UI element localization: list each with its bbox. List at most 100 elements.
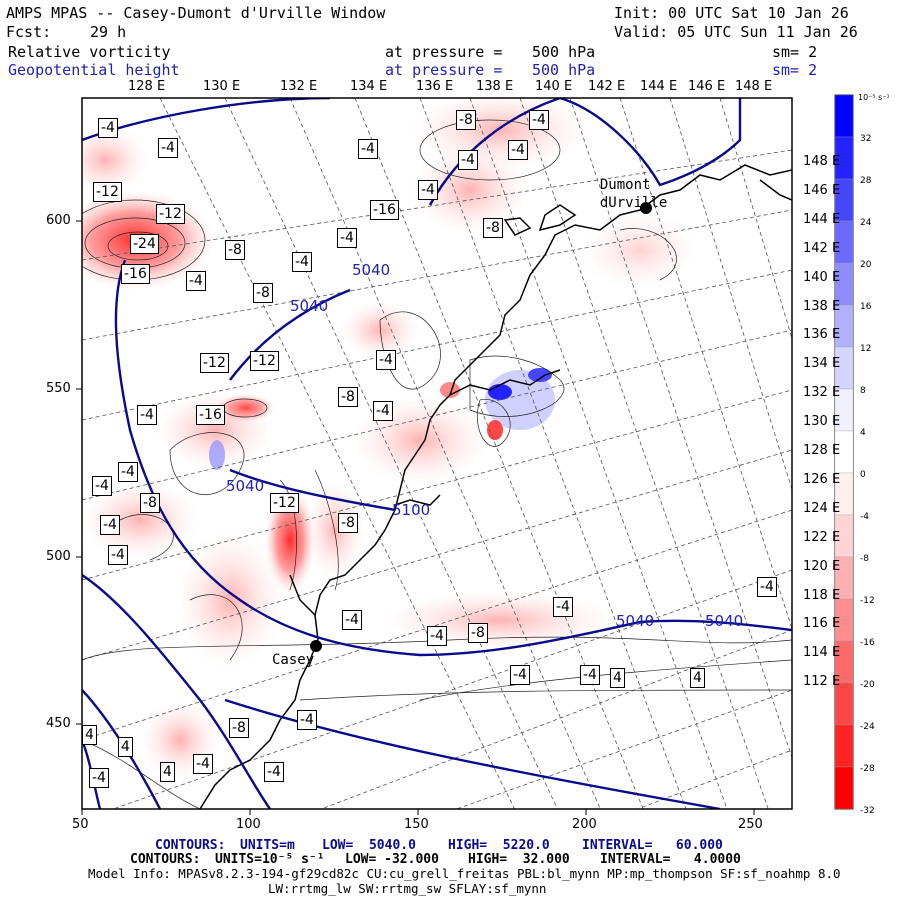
colorbar-label: 24 [860,218,872,228]
footer-height-high: HIGH= 5220.0 [448,838,550,853]
vorticity-label: -24 [130,234,159,254]
top-lon-label: 132 E [280,79,318,94]
x-tick-label: 50 [72,817,89,832]
top-lon-label: 138 E [476,79,514,94]
colorbar-label: -4 [860,512,869,522]
vorticity-label: -4 [580,665,600,685]
vorticity-label: -4 [529,110,549,130]
vorticity-label: -4 [118,462,138,482]
plot-title: AMPS MPAS -- Casey-Dumont d'Urville Wind… [6,4,386,22]
right-lon-label: 124 E [803,500,841,516]
vorticity-label: 4 [610,668,625,688]
height-contour-label: 5100 [392,501,431,519]
vorticity-label: -4 [186,271,206,291]
colorbar-label: 12 [860,344,871,354]
colorbar-label: -32 [860,806,875,816]
right-lon-label: 118 E [803,587,841,603]
right-lon-label: 126 E [803,471,841,487]
vorticity-label: -4 [418,180,438,200]
right-lon-label: 132 E [803,385,841,401]
footer-vort-label: CONTOURS: [130,852,201,867]
vorticity-label: -4 [458,150,478,170]
colorbar-label: 4 [860,428,866,438]
footer-vort-units: UNITS=10⁻⁵ s⁻¹ [215,852,325,867]
right-lon-label: 122 E [803,529,841,545]
vorticity-label: -4 [137,405,157,425]
vorticity-label: -4 [342,610,362,630]
footer-vort-high: HIGH= 32.000 [468,852,570,867]
height-contour-label: 5040 [290,297,329,315]
vorticity-label: -4 [373,401,393,421]
right-lon-label: 144 E [803,211,841,227]
colorbar: 32 28 24 20 16 12 8 4 0 -4 -8 -12 -16 -20 -24 -28 -32 10⁻… [834,93,890,816]
colorbar-unit: 10⁻⁵ s⁻¹ [858,93,890,102]
footer-height-units: UNITS=m [240,838,295,853]
vorticity-label: 4 [160,762,175,782]
vorticity-label: -12 [250,351,279,371]
coastline [199,164,792,809]
right-lon-label: 120 E [803,558,841,574]
field1-name: Relative vorticity [8,43,171,61]
vorticity-label: -4 [297,710,317,730]
vorticity-label: -16 [121,264,150,284]
top-lon-label: 144 E [640,79,678,94]
plot-frame [81,97,793,810]
top-lon-label: 130 E [203,79,241,94]
vorticity-label: -4 [158,138,178,158]
vorticity-label: -4 [757,577,777,597]
vorticity-label: -4 [89,768,109,788]
colorbar-label: -24 [860,722,875,732]
y-axis-ticks [76,220,82,725]
right-lon-label: 146 E [803,182,841,198]
top-lon-label: 148 E [735,79,773,94]
colorbar-label: 0 [860,470,866,480]
vorticity-label: -12 [93,182,122,202]
x-axis-ticks [81,809,755,815]
right-lon-label: 136 E [803,327,841,343]
vorticity-label: -8 [229,718,249,738]
top-lon-label: 136 E [416,79,454,94]
vorticity-label: -4 [376,350,396,370]
footer-height-interval: INTERVAL= 60.000 [582,838,723,853]
vorticity-label: -4 [508,140,528,160]
vorticity-label: -8 [253,283,273,303]
vorticity-label: -4 [193,754,213,774]
footer-vort-low: LOW= -32.000 [345,852,439,867]
valid-time: Valid: 05 UTC Sun 11 Jan 26 [614,23,858,41]
vorticity-label: -8 [456,110,476,130]
vorticity-label: -8 [338,387,358,407]
right-lon-label: 134 E [803,356,841,372]
top-lon-label: 134 E [350,79,388,94]
height-contour-label: 5040 [705,612,744,630]
right-lon-label: 114 E [803,645,841,661]
x-tick-label: 200 [572,817,597,832]
station-label-casey: Casey [272,652,315,668]
colorbar-label: 20 [860,260,872,270]
vorticity-label: -8 [225,240,245,260]
right-lon-label: 142 E [803,240,841,256]
x-tick-label: 250 [738,817,763,832]
vorticity-label: -8 [483,218,503,238]
footer-height-low: LOW= 5040.0 [322,838,416,853]
vorticity-label: -4 [358,139,378,159]
field1-smooth: sm= 2 [772,43,818,61]
top-lon-label: 146 E [688,79,726,94]
forecast-hour: 29 h [90,23,127,41]
colorbar-label: 8 [860,386,866,396]
vorticity-label: -4 [100,515,120,535]
colorbar-label: 32 [860,134,871,144]
colorbar-swatch [834,94,854,138]
vorticity-label: -8 [140,493,160,513]
station-label-dumont-text: Dumont dUrville [599,177,668,211]
colorbar-label: 16 [860,302,872,312]
field1-level-value: 500 hPa [532,43,596,61]
field2-smooth: sm= 2 [772,61,818,79]
field2-name: Geopotential height [8,61,180,79]
footer-vort-interval: INTERVAL= 4.0000 [600,852,741,867]
vorticity-label: 4 [690,668,705,688]
vorticity-label: -4 [553,597,573,617]
colorbar-label: 28 [860,176,872,186]
colorbar-swatch [834,724,854,768]
footer-height-label: CONTOURS: [155,838,226,853]
top-lon-label: 142 E [588,79,626,94]
